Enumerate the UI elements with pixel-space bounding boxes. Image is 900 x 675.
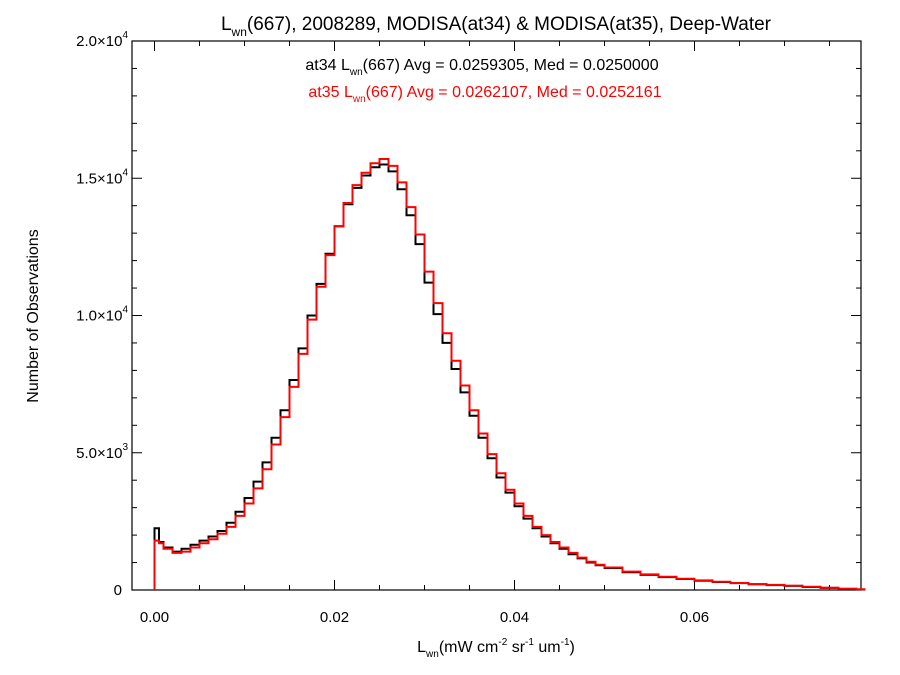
annotation-at35: at35 Lwn(667) Avg = 0.0262107, Med = 0.0…	[308, 84, 661, 105]
x-tick-label: 0.02	[320, 609, 349, 626]
x-tick-label: 0.00	[140, 609, 169, 626]
chart-title: Lwn(667), 2008289, MODISA(at34) & MODISA…	[221, 14, 772, 39]
series-layer	[153, 158, 866, 591]
y-tick-label: 0	[114, 582, 122, 599]
x-axis-label: Lwn(mW cm-2 sr-1 um-1)	[417, 637, 575, 660]
y-tick-label: 2.0×104	[76, 30, 128, 50]
y-axis-ticks: 0 5.0×103 1.0×104 1.5×104 2.0×104	[76, 30, 861, 599]
y-axis-label: Number of Observations	[25, 229, 42, 402]
x-tick-label: 0.04	[500, 609, 529, 626]
series-line-1	[153, 158, 866, 591]
x-tick-label: 0.06	[680, 609, 709, 626]
y-tick-label: 1.5×104	[76, 167, 128, 187]
annotation-at34: at34 Lwn(667) Avg = 0.0259305, Med = 0.0…	[305, 57, 658, 78]
y-tick-label: 1.0×104	[76, 305, 128, 325]
y-tick-label: 5.0×103	[76, 442, 128, 462]
